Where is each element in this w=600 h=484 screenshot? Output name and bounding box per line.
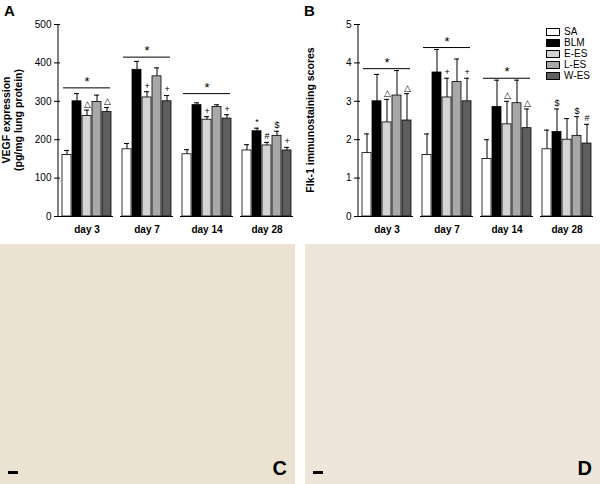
- svg-text:$: $: [274, 120, 279, 130]
- svg-text:400: 400: [35, 57, 52, 68]
- svg-text:VEGF expression(pg/mg lung pro: VEGF expression(pg/mg lung protein): [0, 69, 24, 171]
- html-text:D: D: [577, 457, 592, 479]
- svg-text:5: 5: [346, 19, 352, 30]
- svg-text:day 14: day 14: [191, 224, 223, 235]
- svg-text:△: △: [404, 83, 411, 93]
- svg-text:0: 0: [46, 211, 52, 222]
- svg-text:△: △: [104, 96, 111, 106]
- svg-text:△: △: [84, 99, 91, 109]
- html-text:BLM: BLM: [564, 37, 585, 48]
- svg-text:day 7: day 7: [134, 224, 160, 235]
- html-text:SA: SA: [564, 26, 578, 37]
- svg-text:#: #: [264, 131, 269, 141]
- svg-text:*: *: [84, 74, 89, 89]
- svg-text:3: 3: [346, 96, 352, 107]
- svg-text:*: *: [255, 117, 259, 127]
- svg-text:$: $: [574, 106, 579, 116]
- svg-text:day 28: day 28: [551, 224, 583, 235]
- svg-text:4: 4: [346, 57, 352, 68]
- html-text:C: C: [272, 457, 287, 479]
- svg-text:+: +: [204, 106, 209, 116]
- svg-text:+: +: [464, 67, 469, 77]
- svg-text:+: +: [164, 84, 169, 94]
- svg-text:0: 0: [346, 211, 352, 222]
- svg-text:+: +: [284, 136, 289, 146]
- svg-text:△: △: [524, 98, 531, 108]
- html-text:A: A: [4, 2, 15, 19]
- svg-text:day 7: day 7: [434, 224, 460, 235]
- svg-text:day 3: day 3: [374, 224, 400, 235]
- svg-text:△: △: [504, 90, 511, 100]
- svg-text:*: *: [504, 64, 509, 79]
- html-text:W-ES: W-ES: [564, 70, 590, 81]
- svg-text:day 3: day 3: [74, 224, 100, 235]
- svg-text:*: *: [144, 43, 149, 58]
- svg-text:day 14: day 14: [491, 224, 523, 235]
- svg-text:+: +: [224, 104, 229, 114]
- svg-text:1: 1: [346, 172, 352, 183]
- html-text:L-ES: L-ES: [564, 59, 587, 70]
- html-text:E-ES: E-ES: [564, 48, 588, 59]
- svg-text:*: *: [204, 80, 209, 95]
- svg-text:#: #: [584, 113, 589, 123]
- svg-text:*: *: [444, 34, 449, 49]
- svg-text:Flk-1 immunostaining scores: Flk-1 immunostaining scores: [304, 47, 316, 192]
- svg-text:300: 300: [35, 96, 52, 107]
- svg-text:200: 200: [35, 134, 52, 145]
- svg-text:100: 100: [35, 172, 52, 183]
- svg-text:day 28: day 28: [251, 224, 283, 235]
- svg-text:500: 500: [35, 19, 52, 30]
- svg-text:△: △: [384, 88, 391, 98]
- svg-text:2: 2: [346, 134, 352, 145]
- svg-text:+: +: [444, 67, 449, 77]
- svg-text:*: *: [384, 55, 389, 70]
- svg-text:$: $: [554, 98, 559, 108]
- html-text:B: B: [304, 2, 315, 19]
- svg-text:+: +: [144, 81, 149, 91]
